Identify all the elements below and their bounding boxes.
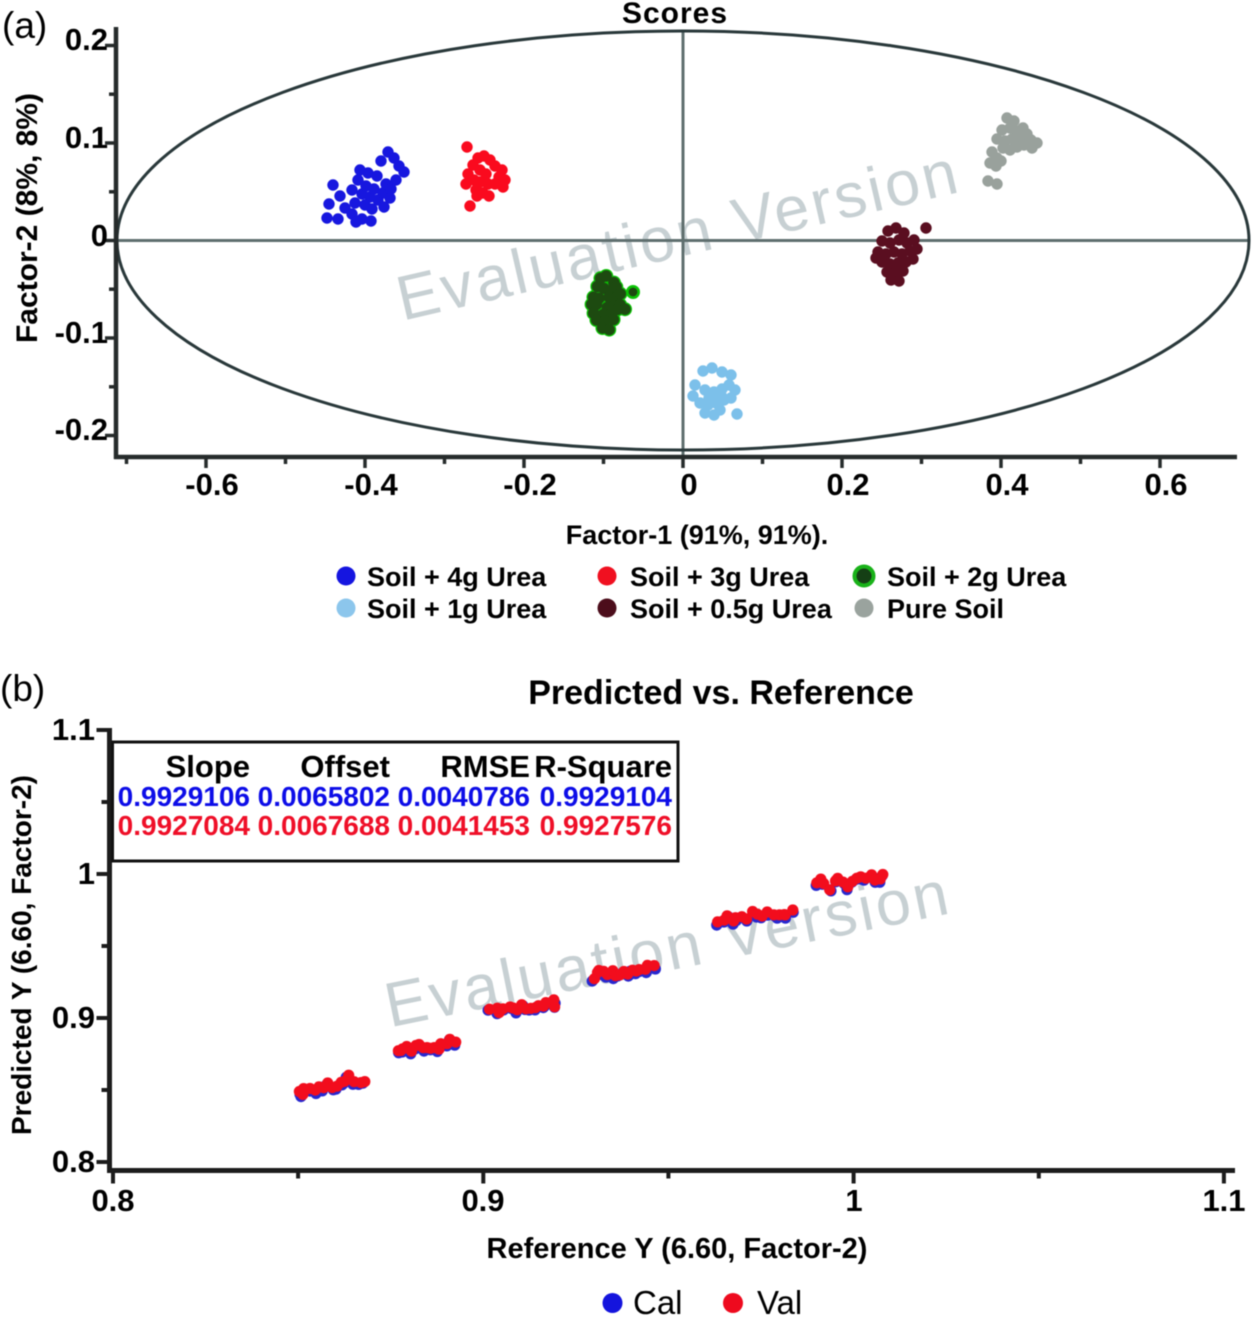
- svg-text:-0.2: -0.2: [503, 467, 556, 502]
- svg-text:-0.2: -0.2: [55, 412, 108, 447]
- svg-text:Soil + 1g Urea: Soil + 1g Urea: [367, 594, 547, 624]
- svg-text:Slope: Slope: [166, 749, 250, 784]
- svg-text:Soil + 2g Urea: Soil + 2g Urea: [887, 562, 1067, 592]
- svg-text:0.9927576: 0.9927576: [540, 810, 672, 841]
- svg-text:0.1: 0.1: [65, 120, 108, 155]
- svg-text:0.6: 0.6: [1144, 467, 1187, 502]
- svg-text:Offset: Offset: [300, 749, 390, 784]
- svg-text:1.1: 1.1: [1202, 1183, 1245, 1218]
- svg-text:0: 0: [91, 218, 108, 253]
- svg-text:0.9929106: 0.9929106: [118, 781, 250, 812]
- svg-text:0.9929104: 0.9929104: [540, 781, 673, 812]
- svg-text:(b): (b): [0, 668, 45, 709]
- svg-text:-0.1: -0.1: [55, 315, 108, 350]
- svg-text:0.8: 0.8: [52, 1144, 95, 1179]
- svg-text:Soil + 4g Urea: Soil + 4g Urea: [367, 562, 547, 592]
- svg-text:1.1: 1.1: [52, 712, 95, 747]
- svg-text:(a): (a): [2, 5, 47, 46]
- svg-text:0.9: 0.9: [461, 1183, 504, 1218]
- svg-text:0.9: 0.9: [52, 1000, 95, 1035]
- svg-text:1: 1: [78, 856, 95, 891]
- svg-text:Cal: Cal: [633, 1284, 683, 1320]
- svg-text:Pure Soil: Pure Soil: [887, 594, 1004, 624]
- svg-text:0.0065802: 0.0065802: [258, 781, 390, 812]
- svg-text:Soil + 3g Urea: Soil + 3g Urea: [630, 562, 810, 592]
- svg-text:0.2: 0.2: [65, 22, 108, 57]
- svg-text:1: 1: [845, 1183, 862, 1218]
- svg-text:0: 0: [680, 467, 697, 502]
- svg-text:Factor-1 (91%, 91%).: Factor-1 (91%, 91%).: [566, 520, 829, 550]
- svg-text:RMSE: RMSE: [440, 749, 530, 784]
- svg-text:Evaluation Version: Evaluation Version: [379, 858, 957, 1041]
- svg-text:0.4: 0.4: [985, 467, 1029, 502]
- svg-text:R-Square: R-Square: [534, 749, 672, 784]
- svg-text:Val: Val: [757, 1284, 802, 1320]
- svg-text:Factor-2 (8%, 8%): Factor-2 (8%, 8%): [11, 93, 44, 343]
- svg-text:-0.4: -0.4: [344, 467, 398, 502]
- svg-text:0.8: 0.8: [91, 1183, 134, 1218]
- svg-text:Predicted Y (6.60, Factor-2): Predicted Y (6.60, Factor-2): [6, 775, 37, 1135]
- svg-text:0.0040786: 0.0040786: [398, 781, 530, 812]
- svg-text:-0.6: -0.6: [185, 467, 238, 502]
- svg-text:0.2: 0.2: [826, 467, 869, 502]
- svg-text:0.0041453: 0.0041453: [398, 810, 530, 841]
- svg-text:Predicted vs. Reference: Predicted vs. Reference: [528, 674, 914, 712]
- svg-text:Scores: Scores: [622, 0, 728, 30]
- svg-text:0.9927084: 0.9927084: [118, 810, 251, 841]
- svg-text:Reference Y (6.60, Factor-2): Reference Y (6.60, Factor-2): [487, 1233, 868, 1265]
- svg-text:0.0067688: 0.0067688: [258, 810, 390, 841]
- svg-text:Soil + 0.5g Urea: Soil + 0.5g Urea: [630, 594, 833, 624]
